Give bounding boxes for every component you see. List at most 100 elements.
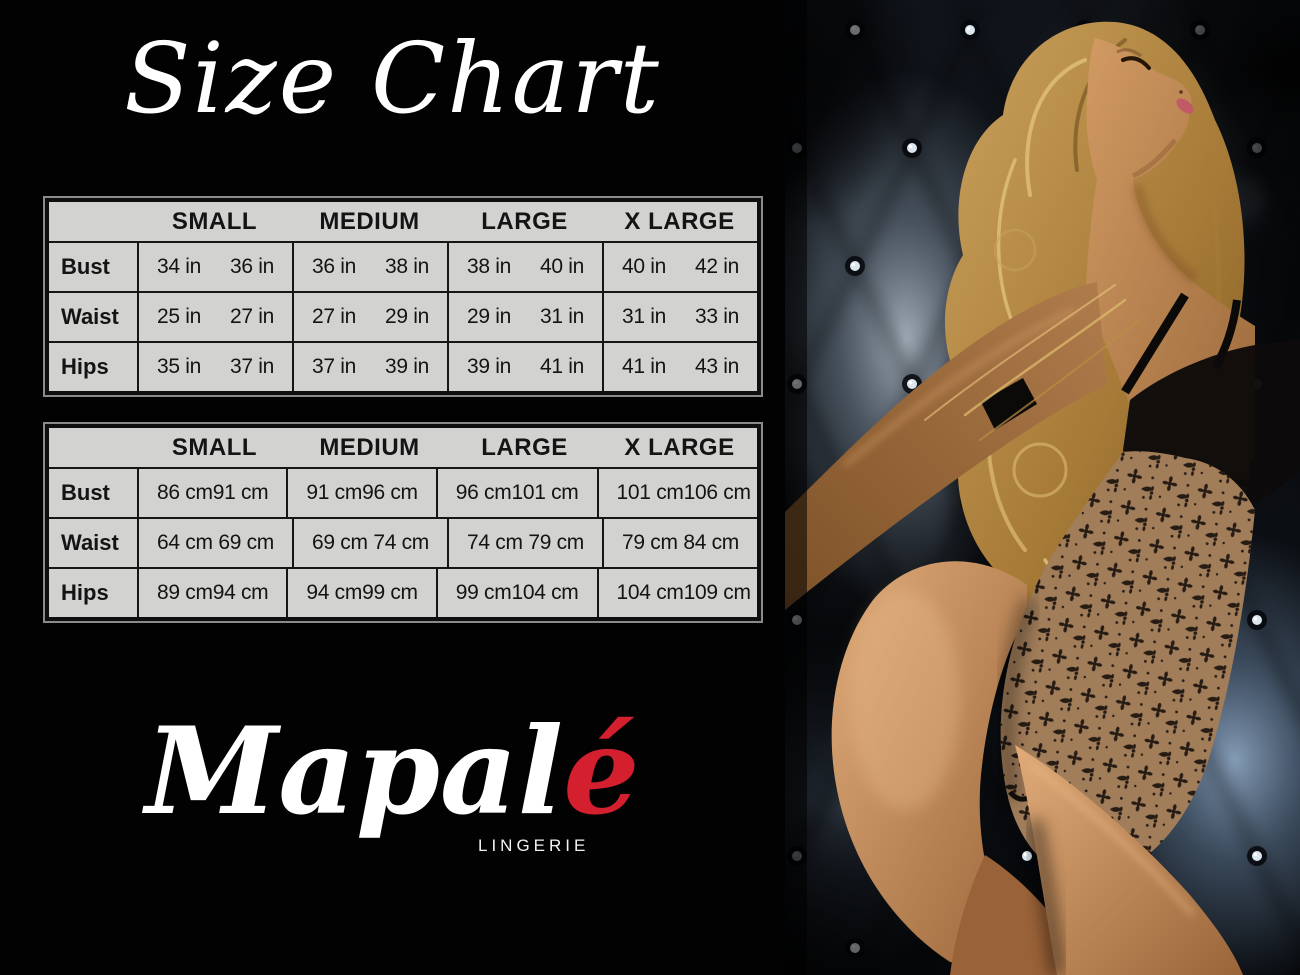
table-header-row: SMALL MEDIUM LARGE X LARGE	[49, 428, 757, 467]
header-small: SMALL	[171, 433, 258, 461]
arm	[785, 282, 1141, 610]
table-row-waist: Waist 64 cm 69 cm 69 cm 74 cm 74 cm 79 cm 7…	[49, 517, 757, 567]
value: 27 in	[312, 305, 357, 328]
cell-large: 38 in 40 in	[447, 243, 602, 291]
value: 36 in	[229, 255, 274, 278]
value: 29 in	[384, 305, 429, 328]
nostril	[1179, 90, 1183, 94]
row-label: Bust	[61, 254, 110, 279]
header-medium: MEDIUM	[319, 207, 420, 235]
cell-small: 35 in 37 in	[137, 343, 292, 391]
value: 101 cm	[511, 481, 579, 504]
cell-small: 64 cm 69 cm	[137, 519, 292, 567]
value: 74 cm	[373, 531, 429, 554]
value: 96 cm	[362, 481, 418, 504]
value: 36 in	[312, 255, 357, 278]
mapale-logo: Mapalé	[0, 706, 785, 838]
lips	[1176, 98, 1194, 114]
header-medium: MEDIUM	[319, 433, 420, 461]
logo-brand: Mapal	[145, 701, 564, 842]
cell-large: 74 cm 79 cm	[447, 519, 602, 567]
table-row-hips: Hips 89 cm 94 cm 94 cm 99 cm 99 cm 104 cm 1…	[49, 567, 757, 617]
value: 91 cm	[306, 481, 363, 504]
value: 42 in	[694, 255, 739, 278]
value: 25 in	[157, 305, 202, 328]
cell-large: 39 in 41 in	[447, 343, 602, 391]
value: 104 cm	[616, 581, 684, 604]
page-title: Size Chart	[124, 22, 661, 135]
legs	[950, 745, 1243, 975]
cell-large: 99 cm 104 cm	[435, 569, 597, 617]
cell-large: 96 cm 101 cm	[435, 469, 597, 517]
value: 101 cm	[616, 481, 684, 504]
value: 38 in	[467, 255, 512, 278]
size-table-inches: SMALL MEDIUM LARGE X LARGE Bust 34 in 36 …	[43, 196, 763, 397]
value: 84 cm	[683, 531, 739, 554]
cell-small: 89 cm 94 cm	[137, 569, 286, 617]
table-row-bust: Bust 86 cm 91 cm 91 cm 96 cm 96 cm 101 cm 1…	[49, 467, 757, 517]
cell-small: 34 in 36 in	[137, 243, 292, 291]
value: 39 in	[467, 355, 512, 378]
value: 96 cm	[455, 481, 512, 504]
lace-bodysuit	[998, 451, 1255, 880]
row-label: Hips	[61, 580, 109, 605]
value: 94 cm	[212, 581, 269, 604]
cell-xlarge: 40 in 42 in	[602, 243, 757, 291]
value: 37 in	[229, 355, 274, 378]
value: 40 in	[622, 255, 667, 278]
value: 64 cm	[157, 531, 213, 554]
cell-xlarge: 31 in 33 in	[602, 293, 757, 341]
value: 31 in	[622, 305, 667, 328]
row-label: Waist	[61, 530, 119, 555]
header-xlarge: X LARGE	[624, 433, 735, 461]
cell-small: 25 in 27 in	[137, 293, 292, 341]
value: 79 cm	[622, 531, 678, 554]
cell-medium: 27 in 29 in	[292, 293, 447, 341]
arm-strap	[981, 378, 1037, 430]
value: 27 in	[229, 305, 274, 328]
cell-large: 29 in 31 in	[447, 293, 602, 341]
value: 35 in	[157, 355, 202, 378]
value: 33 in	[694, 305, 739, 328]
header-large: LARGE	[481, 207, 568, 235]
model-photo	[785, 0, 1300, 975]
cell-medium: 91 cm 96 cm	[286, 469, 435, 517]
header-xlarge: X LARGE	[624, 207, 735, 235]
value: 86 cm	[157, 481, 213, 504]
value: 34 in	[157, 255, 202, 278]
row-label: Bust	[61, 480, 110, 505]
face	[1085, 38, 1255, 460]
value: 69 cm	[218, 531, 274, 554]
table-row-bust: Bust 34 in 36 in 36 in 38 in 38 in 40 in 40…	[49, 241, 757, 291]
value: 91 cm	[212, 481, 269, 504]
value: 74 cm	[467, 531, 523, 554]
model-figure	[785, 21, 1300, 975]
cell-xlarge: 104 cm 109 cm	[596, 569, 769, 617]
row-label: Hips	[61, 354, 109, 379]
value: 69 cm	[312, 531, 368, 554]
value: 106 cm	[683, 481, 751, 504]
value: 31 in	[539, 305, 584, 328]
value: 41 in	[622, 355, 667, 378]
table-row-hips: Hips 35 in 37 in 37 in 39 in 39 in 41 in 41…	[49, 341, 757, 391]
table-row-waist: Waist 25 in 27 in 27 in 29 in 29 in 31 in 3…	[49, 291, 757, 341]
value: 109 cm	[683, 581, 751, 604]
cell-xlarge: 79 cm 84 cm	[602, 519, 757, 567]
size-table-centimeters: SMALL MEDIUM LARGE X LARGE Bust 86 cm 91 …	[43, 422, 763, 623]
header-large: LARGE	[481, 433, 568, 461]
value: 99 cm	[455, 581, 512, 604]
value: 89 cm	[157, 581, 213, 604]
table-header-row: SMALL MEDIUM LARGE X LARGE	[49, 202, 757, 241]
cell-medium: 37 in 39 in	[292, 343, 447, 391]
value: 40 in	[539, 255, 584, 278]
row-label: Waist	[61, 304, 119, 329]
logo-tagline: LINGERIE	[478, 836, 590, 855]
value: 94 cm	[306, 581, 363, 604]
cell-medium: 36 in 38 in	[292, 243, 447, 291]
header-small: SMALL	[171, 207, 258, 235]
cell-small: 86 cm 91 cm	[137, 469, 286, 517]
value: 99 cm	[362, 581, 418, 604]
eyelash	[1121, 56, 1151, 70]
value: 104 cm	[511, 581, 579, 604]
cell-xlarge: 41 in 43 in	[602, 343, 757, 391]
